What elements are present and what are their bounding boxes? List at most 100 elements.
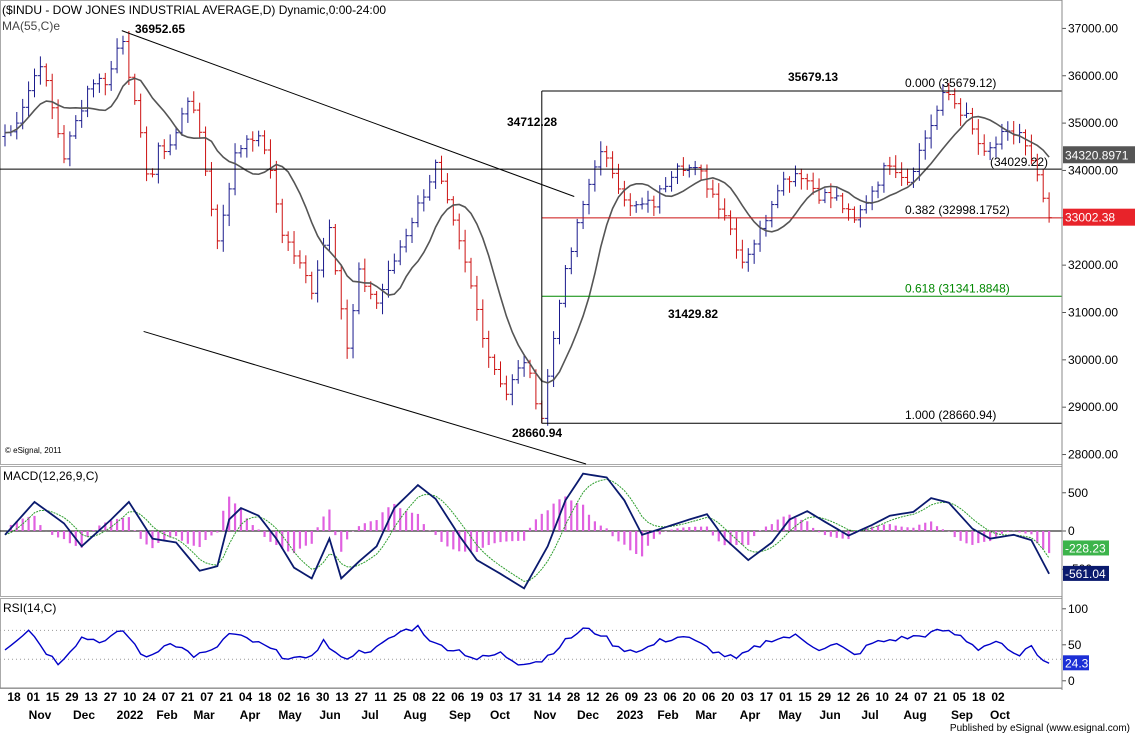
x-tick-day: 18 bbox=[972, 690, 986, 704]
x-tick-month: May bbox=[278, 708, 302, 722]
close-price-tag-text: 33002.38 bbox=[1065, 211, 1115, 225]
price-annotation: 28660.94 bbox=[512, 426, 562, 440]
x-tick-day: 23 bbox=[644, 690, 658, 704]
x-tick-day: 07 bbox=[162, 690, 176, 704]
ma-line bbox=[4, 77, 1050, 384]
rsi-tick-label: 50 bbox=[1068, 638, 1082, 652]
x-tick-day: 22 bbox=[432, 690, 446, 704]
rsi-value-tag bbox=[1063, 655, 1089, 671]
horizontal-line-label: (34029.22) bbox=[990, 155, 1048, 169]
x-tick-day: 02 bbox=[277, 690, 291, 704]
fib-label: 0.000 (35679.12) bbox=[905, 76, 996, 90]
rsi-panel: RSI(14,C) 100 50 0 24.3 bbox=[0, 598, 1089, 689]
x-tick-day: 07 bbox=[200, 690, 214, 704]
x-tick-month: Nov bbox=[534, 708, 557, 722]
x-tick-day: 01 bbox=[27, 690, 41, 704]
x-tick-day: 12 bbox=[837, 690, 851, 704]
x-tick-month: Jul bbox=[361, 708, 378, 722]
x-tick-month: Jun bbox=[319, 708, 340, 722]
x-tick-day: 20 bbox=[721, 690, 735, 704]
x-tick-day: 24 bbox=[895, 690, 909, 704]
last-price-tag-text: 34320.8971 bbox=[1065, 148, 1129, 162]
x-tick-day: 21 bbox=[181, 690, 195, 704]
x-tick-day: 01 bbox=[779, 690, 793, 704]
x-tick-day: 09 bbox=[625, 690, 639, 704]
x-tick-day: 27 bbox=[104, 690, 118, 704]
price-panel: 37000.0036000.0035000.0034000.0033000.00… bbox=[0, 0, 1135, 465]
x-tick-day: 27 bbox=[355, 690, 369, 704]
price-tick-label: 35000.00 bbox=[1068, 116, 1118, 130]
x-tick-day: 04 bbox=[239, 690, 253, 704]
x-tick-day: 15 bbox=[46, 690, 60, 704]
x-tick-month: Mar bbox=[695, 708, 717, 722]
price-tick-label: 36000.00 bbox=[1068, 69, 1118, 83]
panel-frame bbox=[0, 598, 1063, 689]
x-tick-day: 08 bbox=[412, 690, 426, 704]
chart-title: ($INDU - DOW JONES INDUSTRIAL AVERAGE,D)… bbox=[2, 3, 387, 17]
x-tick-day: 13 bbox=[335, 690, 349, 704]
x-tick-month: Aug bbox=[903, 708, 926, 722]
x-axis: 18 01 15 29 13 27 10 24 07 21 07 21 04 18 02 16 30 13 27 11… bbox=[0, 0, 1063, 722]
rsi-tick-label: 0 bbox=[1068, 674, 1075, 688]
x-tick-month: Jun bbox=[819, 708, 840, 722]
fib-label: 0.382 (32998.1752) bbox=[905, 203, 1010, 217]
x-tick-day: 11 bbox=[374, 690, 387, 704]
price-tick-label: 37000.00 bbox=[1068, 21, 1118, 35]
rsi-line bbox=[4, 624, 1050, 666]
x-tick-day: 06 bbox=[663, 690, 677, 704]
price-annotation: 35679.13 bbox=[788, 70, 838, 84]
x-tick-month: Dec bbox=[73, 708, 95, 722]
x-tick-day: 21 bbox=[220, 690, 234, 704]
fib-label: 0.618 (31341.8848) bbox=[905, 281, 1010, 295]
x-tick-day: 28 bbox=[567, 690, 581, 704]
x-tick-day: 19 bbox=[470, 690, 484, 704]
price-tick-label: 29000.00 bbox=[1068, 400, 1118, 414]
macd-value-tag bbox=[1063, 565, 1109, 581]
x-tick-day: 29 bbox=[818, 690, 832, 704]
x-tick-day: 17 bbox=[509, 690, 523, 704]
macd-tick-label: 0 bbox=[1068, 524, 1075, 538]
x-tick-day: 25 bbox=[393, 690, 407, 704]
x-tick-month: 2022 bbox=[117, 708, 144, 722]
x-tick-day: 18 bbox=[7, 690, 21, 704]
x-tick-month: Aug bbox=[403, 708, 426, 722]
x-tick-day: 24 bbox=[142, 690, 156, 704]
x-tick-month: 2023 bbox=[617, 708, 644, 722]
x-tick-day: 05 bbox=[953, 690, 967, 704]
price-annotation: 36952.65 bbox=[135, 22, 185, 36]
price-tick-label: 34000.00 bbox=[1068, 163, 1118, 177]
x-tick-month: Feb bbox=[156, 708, 177, 722]
macd-panel: MACD(12,26,9,C)5000-500-561.04-228.23 bbox=[0, 466, 1109, 597]
x-tick-day: 30 bbox=[316, 690, 330, 704]
macd-label: MACD(12,26,9,C) bbox=[3, 469, 98, 483]
x-tick-day: 13 bbox=[84, 690, 98, 704]
x-tick-month: Dec bbox=[577, 708, 599, 722]
x-tick-month: Nov bbox=[29, 708, 52, 722]
x-tick-day: 07 bbox=[914, 690, 928, 704]
x-tick-day: 02 bbox=[991, 690, 1005, 704]
ma-label: MA(55,C)e bbox=[2, 19, 61, 33]
channel-lower-line bbox=[143, 330, 587, 465]
x-tick-day: 31 bbox=[528, 690, 542, 704]
rsi-value-tag-text: 24.3 bbox=[1065, 656, 1089, 670]
price-tick-label: 32000.00 bbox=[1068, 258, 1118, 272]
x-tick-day: 29 bbox=[65, 690, 79, 704]
last-price-tag bbox=[1063, 146, 1135, 164]
x-tick-day: 17 bbox=[760, 690, 774, 704]
x-tick-day: 14 bbox=[548, 690, 562, 704]
macd-tick-label: 500 bbox=[1068, 486, 1088, 500]
x-tick-day: 03 bbox=[490, 690, 504, 704]
x-tick-day: 16 bbox=[297, 690, 311, 704]
x-tick-day: 03 bbox=[740, 690, 754, 704]
fib-label: 1.000 (28660.94) bbox=[905, 408, 996, 422]
x-tick-day: 18 bbox=[258, 690, 272, 704]
macd-signal-tag bbox=[1063, 540, 1109, 556]
rsi-label: RSI(14,C) bbox=[3, 601, 56, 615]
macd-signal-line bbox=[4, 478, 1050, 582]
footer-credit: Published by eSignal (www.esignal.com) bbox=[949, 723, 1130, 734]
x-tick-day: 21 bbox=[933, 690, 947, 704]
x-tick-day: 20 bbox=[683, 690, 697, 704]
price-annotation: 31429.82 bbox=[668, 307, 718, 321]
macd-line bbox=[4, 472, 1050, 590]
